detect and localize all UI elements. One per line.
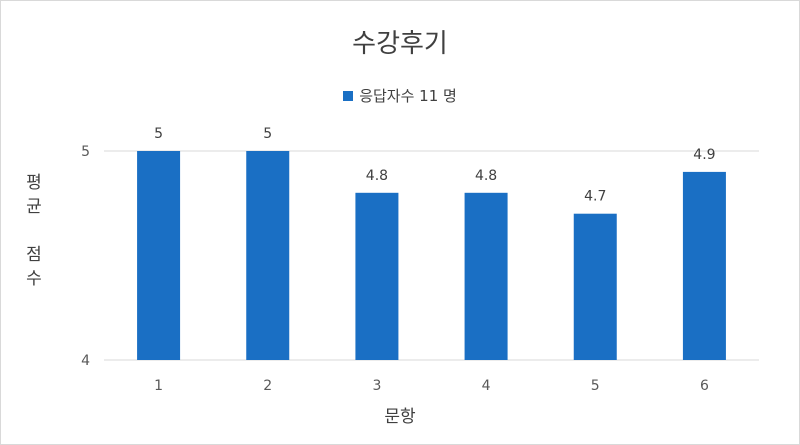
y-axis-label-char: 점 xyxy=(26,245,42,265)
bar xyxy=(355,192,399,360)
y-axis-label-char: 균 xyxy=(26,197,42,217)
x-tick-label: 5 xyxy=(591,378,600,394)
bar xyxy=(137,151,181,360)
bar xyxy=(573,213,617,360)
x-tick-label: 2 xyxy=(263,378,272,394)
y-axis-label: 평 균 점 수 xyxy=(19,171,49,291)
data-label: 4.8 xyxy=(366,168,388,184)
legend-label: 응답자수 11 명 xyxy=(359,87,457,105)
chart-title: 수강후기 xyxy=(352,29,448,59)
data-label: 4.7 xyxy=(584,189,606,205)
x-tick-label: 6 xyxy=(700,378,709,394)
y-tick-label: 5 xyxy=(81,144,90,160)
bar xyxy=(246,151,290,360)
y-axis-label-char: 수 xyxy=(26,269,42,289)
data-label: 5 xyxy=(263,126,272,142)
chart-legend: 응답자수 11 명 xyxy=(1,85,799,106)
data-label: 4.8 xyxy=(475,168,497,184)
x-tick-label: 3 xyxy=(372,378,381,394)
y-axis-label-char: 평 xyxy=(26,173,42,193)
data-label: 5 xyxy=(154,126,163,142)
bar xyxy=(464,192,508,360)
legend-swatch xyxy=(343,91,354,101)
x-axis-label: 문항 xyxy=(384,407,416,427)
y-tick-label: 4 xyxy=(81,353,90,369)
x-tick-label: 1 xyxy=(154,378,163,394)
data-label: 4.9 xyxy=(693,147,715,163)
bar xyxy=(682,171,726,360)
x-tick-label: 4 xyxy=(482,378,491,394)
